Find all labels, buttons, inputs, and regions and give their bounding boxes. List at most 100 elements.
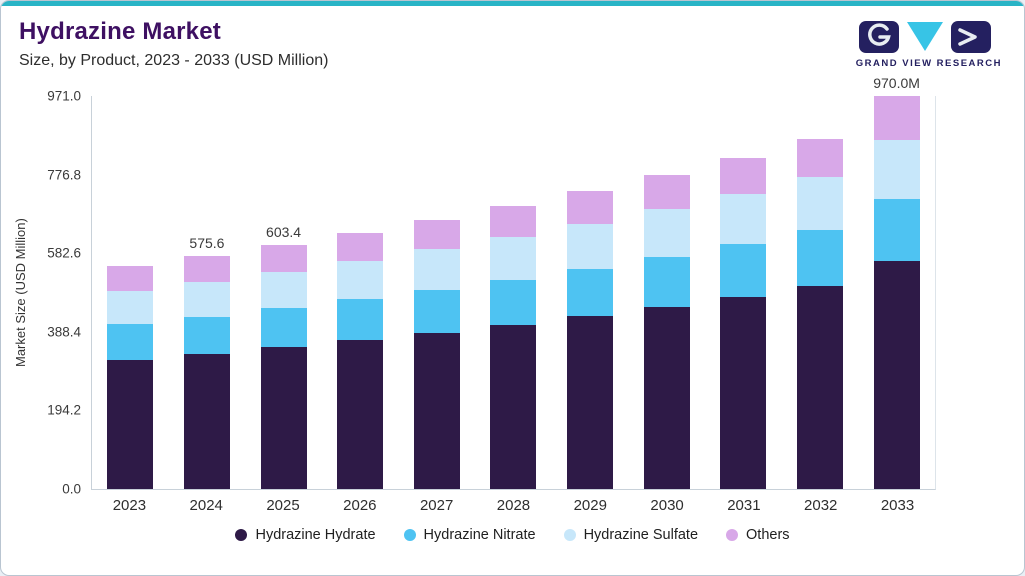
bar-2025-segment-hydrazine-sulfate [260,271,307,309]
chart: Market Size (USD Million) 0.0 194.2 388.4 5… [13,75,1024,514]
bar-2033-segment-hydrazine-sulfate [873,139,920,199]
bar-2024-segment-hydrazine-nitrate [183,316,230,354]
bar-2027-segment-hydrazine-sulfate [413,249,460,290]
bar-2027-segment-hydrazine-hydrate [413,332,460,489]
x-label-2032: 2032 [804,497,838,514]
bar-2032 [796,138,843,489]
y-axis-title: Market Size (USD Million) [13,218,28,367]
x-label-2024: 2024 [189,497,223,514]
chart-subtitle: Size, by Product, 2023 - 2033 (USD Milli… [19,52,329,69]
y-axis-ticks: 0.0 194.2 388.4 582.6 776.8 971.0 [33,89,91,497]
y-tick-0.0: 0.0 [62,481,81,497]
bar-2027-segment-hydrazine-nitrate [413,289,460,333]
y-tick-388.4: 388.4 [47,324,81,340]
bar-2032-segment-hydrazine-sulfate [796,177,843,230]
legend-label-hydrazine-nitrate: Hydrazine Nitrate [423,527,536,543]
legend-dot-hydrazine-hydrate [235,529,248,541]
header: Hydrazine Market Size, by Product, 2023 … [1,6,1024,70]
bar-2033-segment-hydrazine-nitrate [873,198,920,262]
bar-2027 [413,219,460,489]
bar-2031-segment-hydrazine-sulfate [720,194,767,244]
x-label-2028: 2028 [496,497,531,514]
plot-area: 575.6 603.4 970.0M [91,75,936,490]
logo-icon [858,21,991,53]
x-label-2031: 2031 [727,497,761,514]
bar-2023-segment-hydrazine-hydrate [107,359,154,489]
x-label-2027: 2027 [419,497,454,514]
bar-2029-segment-hydrazine-nitrate [567,268,614,317]
x-label-2033: 2033 [880,497,915,514]
bar-value-label-2025: 603.4 [266,223,302,240]
legend: Hydrazine Hydrate Hydrazine Nitrate Hydraz… [1,527,1024,543]
bar-2023-segment-hydrazine-sulfate [107,290,154,325]
bar-2026-segment-others [337,232,384,261]
x-label-2025: 2025 [266,497,300,514]
bar-2029 [567,191,614,489]
legend-dot-hydrazine-nitrate [403,529,416,541]
x-label-2029: 2029 [573,497,607,514]
logo-text: GRAND VIEW RESEARCH [855,58,1002,69]
bar-2028-segment-hydrazine-sulfate [490,237,537,280]
bar-2031-segment-hydrazine-hydrate [720,296,767,489]
x-label-2026: 2026 [343,497,377,514]
bar-2024: 575.6 [183,235,230,489]
bar-2025-segment-others [260,244,307,272]
y-tick-582.6: 582.6 [47,245,81,261]
bar-2025-segment-hydrazine-nitrate [260,308,307,348]
legend-item-hydrazine-hydrate: Hydrazine Hydrate [235,527,376,543]
bar-2024-segment-hydrazine-hydrate [183,353,230,489]
bar-2023-segment-hydrazine-nitrate [107,324,154,360]
bar-2029-segment-hydrazine-sulfate [567,223,614,269]
bar-2030-segment-hydrazine-sulfate [643,209,690,257]
bar-2032-segment-hydrazine-hydrate [796,285,843,489]
page-title: Hydrazine Market [19,18,221,45]
accent-bar [1,1,1024,6]
legend-label-hydrazine-sulfate: Hydrazine Sulfate [583,527,699,543]
bar-2033-segment-hydrazine-hydrate [873,261,920,489]
bar-2026-segment-hydrazine-nitrate [337,299,384,341]
bar-2033-segment-others [873,96,920,140]
y-tick-971.0: 971.0 [47,88,81,104]
bar-2030-segment-hydrazine-nitrate [643,256,690,307]
legend-dot-others [726,529,739,541]
bar-2029-segment-hydrazine-hydrate [567,316,614,489]
bar-2026-segment-hydrazine-sulfate [337,260,384,300]
legend-dot-hydrazine-sulfate [563,529,576,541]
bar-value-label-2024: 575.6 [189,235,225,252]
bar-2031 [720,157,767,489]
bar-2030-segment-hydrazine-hydrate [643,306,690,489]
legend-label-hydrazine-hydrate: Hydrazine Hydrate [255,527,376,543]
bar-2027-segment-others [413,219,460,250]
x-axis-labels: 2023 2024 2025 2026 2027 2028 2029 2030 2031 2032… [91,497,936,514]
title-block: Hydrazine Market Size, by Product, 2023 … [19,18,328,70]
legend-item-hydrazine-nitrate: Hydrazine Nitrate [403,527,536,543]
bar-2033: 970.0M [873,75,920,489]
bar-2028-segment-hydrazine-nitrate [490,279,537,325]
x-label-2030: 2030 [650,497,684,514]
legend-item-hydrazine-sulfate: Hydrazine Sulfate [563,527,699,543]
bar-2032-segment-others [796,138,843,178]
bar-2028 [490,206,537,489]
y-tick-776.8: 776.8 [47,167,81,183]
bar-2028-segment-others [490,206,537,238]
bar-2030-segment-others [643,174,690,210]
plot-stack: 575.6 603.4 970.0M 2023 2024 2025 2026 2027 202… [91,75,936,514]
bar-2032-segment-hydrazine-nitrate [796,229,843,286]
x-label-2023: 2023 [112,497,147,514]
bar-2028-segment-hydrazine-hydrate [490,324,537,489]
bar-2023 [107,266,154,489]
grand-view-research-logo: GRAND VIEW RESEARCH [856,20,1002,69]
bar-2025: 603.4 [260,223,307,489]
legend-label-others: Others [746,527,790,543]
bar-2026 [337,232,384,489]
bar-2031-segment-others [720,157,767,195]
bar-2030 [643,174,690,489]
bar-2025-segment-hydrazine-hydrate [260,347,307,489]
bar-value-label-2033: 970.0M [873,75,920,92]
bar-2024-segment-hydrazine-sulfate [183,281,230,317]
bar-2029-segment-others [567,191,614,224]
bar-2023-segment-others [107,266,154,291]
legend-item-others: Others [726,527,790,543]
